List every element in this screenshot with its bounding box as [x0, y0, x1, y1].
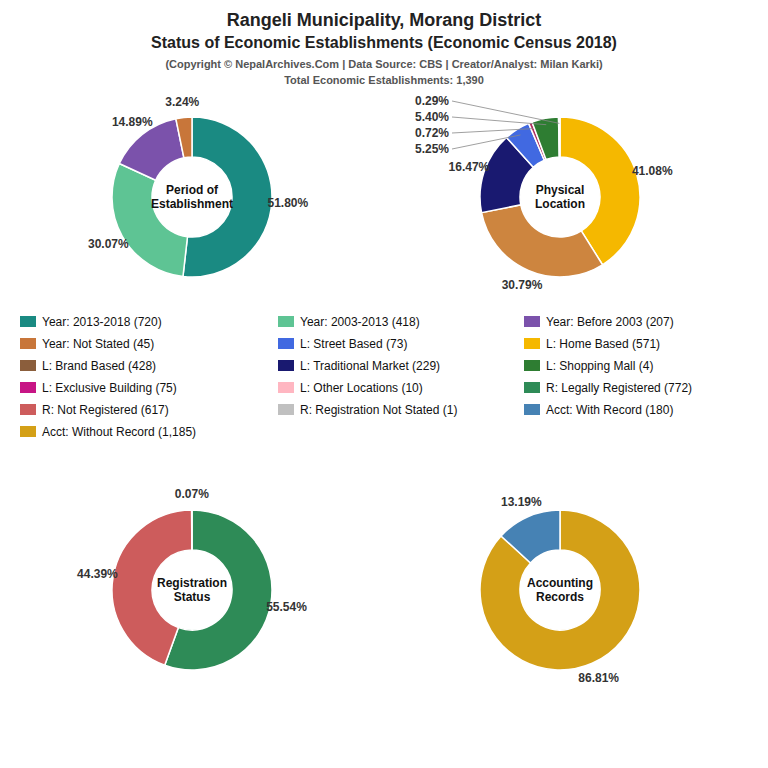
donut-chart: PhysicalLocation 41.08% 30.79% 16.47%5.25% 0… — [415, 94, 673, 292]
leader-line — [452, 129, 533, 133]
legend-label: L: Exclusive Building (75) — [42, 381, 177, 395]
legend-swatch — [524, 338, 540, 349]
data-label: 0.07% — [175, 487, 209, 501]
center-label: AccountingRecords — [527, 576, 593, 604]
data-label: 86.81% — [578, 671, 619, 685]
legend-swatch — [20, 382, 36, 393]
legend-label: L: Shopping Mall (4) — [546, 359, 653, 373]
legend-swatch — [524, 360, 540, 371]
data-labels: 86.81% 13.19% — [501, 495, 619, 685]
title: Rangeli Municipality, Morang District — [227, 10, 542, 30]
data-label: 13.19% — [501, 495, 542, 509]
data-label: 44.39% — [77, 567, 118, 581]
legend-item: L: Street Based (73) — [278, 337, 407, 351]
data-label: 0.72% — [415, 126, 449, 140]
slices — [112, 510, 272, 670]
donut-chart: Period ofEstablishment 51.80% 30.07% 14.89%… — [88, 95, 309, 277]
slices — [480, 510, 640, 670]
data-label: 5.25% — [415, 142, 449, 156]
leader-line — [452, 135, 520, 149]
center-label: RegistrationStatus — [157, 576, 227, 604]
donut-chart: RegistrationStatus 55.54% 44.39% 0.07% — [77, 487, 307, 670]
figure: Rangeli Municipality, Morang District Sta… — [0, 0, 768, 768]
slices — [480, 117, 640, 277]
legend-label: L: Street Based (73) — [300, 337, 407, 351]
legend-label: L: Brand Based (428) — [42, 359, 156, 373]
data-labels: 55.54% 44.39% 0.07% — [77, 487, 307, 614]
legend-item: L: Home Based (571) — [524, 337, 660, 351]
legend-item: Year: 2013-2018 (720) — [20, 315, 162, 329]
legend-item: R: Not Registered (617) — [20, 403, 169, 417]
legend-swatch — [20, 426, 36, 437]
data-label: 55.54% — [266, 600, 307, 614]
legend-label: R: Registration Not Stated (1) — [300, 403, 457, 417]
legend-item: Acct: Without Record (1,185) — [20, 425, 196, 439]
legend-swatch — [20, 404, 36, 415]
data-label: 30.79% — [502, 278, 543, 292]
legend-item: R: Registration Not Stated (1) — [278, 403, 457, 417]
slices — [112, 117, 272, 277]
legend-item: L: Exclusive Building (75) — [20, 381, 177, 395]
slice — [480, 510, 640, 670]
data-label: 16.47% — [449, 160, 490, 174]
legend-label: R: Not Registered (617) — [42, 403, 169, 417]
legend-label: L: Traditional Market (229) — [300, 359, 440, 373]
data-label: 41.08% — [632, 164, 673, 178]
legend-label: Year: 2003-2013 (418) — [300, 315, 420, 329]
slice — [532, 117, 559, 160]
legend-item: L: Other Locations (10) — [278, 381, 423, 395]
legend-swatch — [20, 338, 36, 349]
data-label: 0.29% — [415, 94, 449, 108]
legend-label: R: Legally Registered (772) — [546, 381, 692, 395]
data-label: 14.89% — [112, 115, 153, 129]
slice — [176, 117, 192, 158]
legend-swatch — [278, 382, 294, 393]
data-label: 30.07% — [88, 237, 129, 251]
legend-swatch — [278, 404, 294, 415]
legend-label: Acct: Without Record (1,185) — [42, 425, 196, 439]
legend-label: L: Other Locations (10) — [300, 381, 423, 395]
legend-item: L: Brand Based (428) — [20, 359, 156, 373]
slice — [482, 205, 603, 277]
donut-chart: AccountingRecords 86.81% 13.19% — [480, 495, 640, 685]
leader-line — [452, 117, 546, 125]
header: Rangeli Municipality, Morang District Sta… — [151, 10, 617, 86]
annotation: Total Economic Establishments: 1,390 — [284, 74, 484, 86]
data-labels: 41.08% 30.79% 16.47%5.25% 0.72% 5.40% 0.29% — [415, 94, 673, 292]
legend-item: L: Traditional Market (229) — [278, 359, 440, 373]
leader-line — [452, 101, 559, 123]
legend-swatch — [278, 316, 294, 327]
legend-label: Year: 2013-2018 (720) — [42, 315, 162, 329]
legend-swatch — [524, 404, 540, 415]
legend-swatch — [278, 360, 294, 371]
legend: Year: 2013-2018 (720) Year: Not Stated (4… — [20, 315, 692, 439]
legend-label: L: Home Based (571) — [546, 337, 660, 351]
legend-item: R: Legally Registered (772) — [524, 381, 692, 395]
legend-label: Acct: With Record (180) — [546, 403, 673, 417]
legend-swatch — [278, 338, 294, 349]
center-label: PhysicalLocation — [535, 183, 585, 211]
legend-swatch — [524, 382, 540, 393]
data-label: 5.40% — [415, 110, 449, 124]
data-labels: 51.80% 30.07% 14.89% 3.24% — [88, 95, 309, 252]
legend-item: Acct: With Record (180) — [524, 403, 673, 417]
slice — [191, 510, 193, 550]
data-label: 51.80% — [267, 196, 308, 210]
legend-label: Year: Before 2003 (207) — [546, 315, 674, 329]
legend-label: Year: Not Stated (45) — [42, 337, 154, 351]
data-label: 3.24% — [165, 95, 199, 109]
annotation: (Copyright © NepalArchives.Com | Data So… — [165, 58, 603, 70]
legend-swatch — [524, 316, 540, 327]
legend-item: Year: Not Stated (45) — [20, 337, 154, 351]
legend-item: Year: 2003-2013 (418) — [278, 315, 420, 329]
subtitle: Status of Economic Establishments (Econo… — [151, 34, 617, 51]
legend-item: L: Shopping Mall (4) — [524, 359, 653, 373]
slice — [501, 510, 560, 563]
slice — [112, 164, 187, 277]
legend-swatch — [20, 316, 36, 327]
legend-swatch — [20, 360, 36, 371]
center-label: Period ofEstablishment — [151, 183, 233, 211]
legend-item: Year: Before 2003 (207) — [524, 315, 674, 329]
